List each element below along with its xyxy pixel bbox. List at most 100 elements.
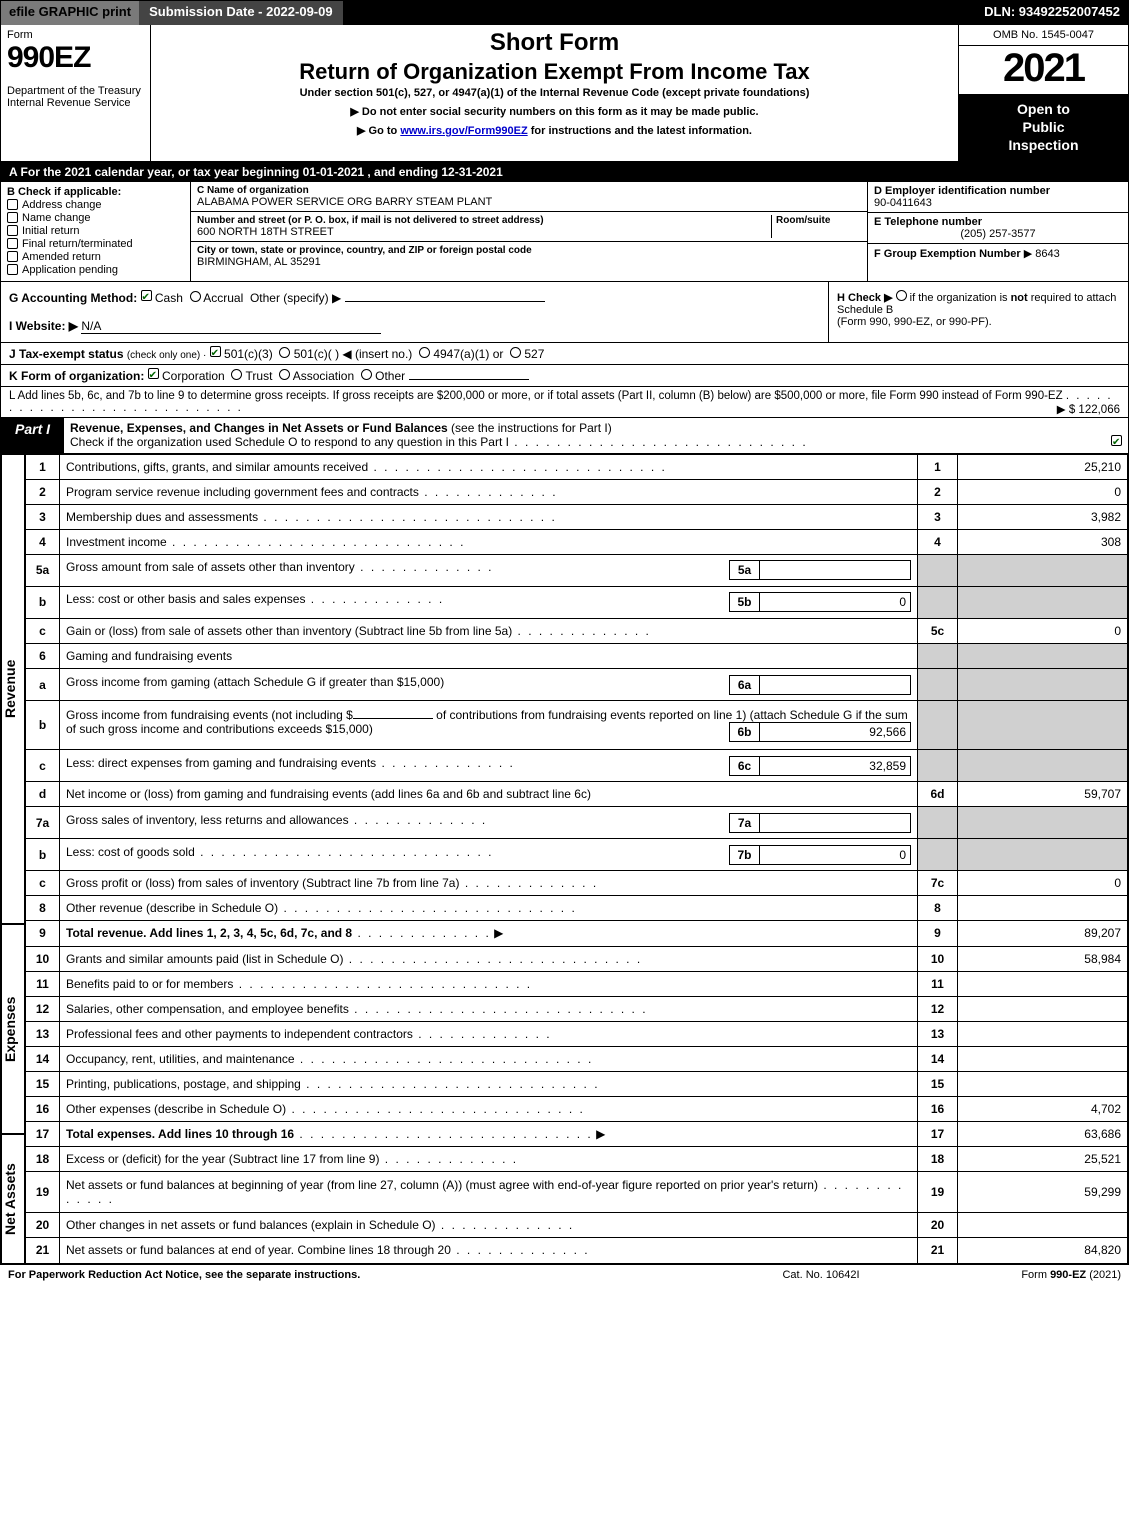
radio-501c[interactable]: [279, 347, 290, 358]
submission-date: Submission Date - 2022-09-09: [139, 1, 343, 25]
table-row: 4Investment income4308: [26, 529, 1128, 554]
amt-17: 63,686: [958, 1121, 1128, 1146]
checkbox-final-return[interactable]: [7, 238, 18, 249]
table-row: 13Professional fees and other payments t…: [26, 1021, 1128, 1046]
table-row: 16Other expenses (describe in Schedule O…: [26, 1096, 1128, 1121]
vlabel-revenue: Revenue: [1, 454, 25, 924]
irs-label: Internal Revenue Service: [7, 97, 144, 109]
amt-9: 89,207: [958, 921, 1128, 946]
part-i-header: Part I Revenue, Expenses, and Changes in…: [1, 418, 1128, 454]
part-i-tab: Part I: [1, 418, 64, 453]
amt-14: [958, 1046, 1128, 1071]
radio-other-org[interactable]: [361, 369, 372, 380]
table-row: dNet income or (loss) from gaming and fu…: [26, 782, 1128, 807]
table-row: 5a Gross amount from sale of assets othe…: [26, 554, 1128, 586]
group-exemption-value: ▶ 8643: [1024, 248, 1060, 260]
amt-19: 59,299: [958, 1171, 1128, 1213]
table-row: 10Grants and similar amounts paid (list …: [26, 946, 1128, 971]
tel-label: E Telephone number: [874, 216, 1122, 228]
table-row: b Less: cost or other basis and sales ex…: [26, 586, 1128, 618]
form-label: Form: [7, 29, 144, 41]
open-inspection: Open to Public Inspection: [959, 94, 1128, 161]
table-row: 14Occupancy, rent, utilities, and mainte…: [26, 1046, 1128, 1071]
amt-16: 4,702: [958, 1096, 1128, 1121]
amt-2: 0: [958, 479, 1128, 504]
part-i-table: 1Contributions, gifts, grants, and simil…: [25, 454, 1128, 1264]
section-def: D Employer identification number 90-0411…: [868, 182, 1128, 281]
page-footer: For Paperwork Reduction Act Notice, see …: [0, 1265, 1129, 1285]
table-row: cGain or (loss) from sale of assets othe…: [26, 618, 1128, 643]
checkbox-501c3[interactable]: [210, 346, 221, 357]
amt-6d: 59,707: [958, 782, 1128, 807]
topbar: efile GRAPHIC print Submission Date - 20…: [1, 1, 1128, 25]
radio-association[interactable]: [279, 369, 290, 380]
radio-trust[interactable]: [231, 369, 242, 380]
amt-15: [958, 1071, 1128, 1096]
vlabel-expenses: Expenses: [1, 924, 25, 1134]
omb-number: OMB No. 1545-0047: [959, 25, 1128, 46]
amt-5c: 0: [958, 618, 1128, 643]
table-row: 3Membership dues and assessments33,982: [26, 504, 1128, 529]
org-name: ALABAMA POWER SERVICE ORG BARRY STEAM PL…: [197, 196, 861, 208]
room-label: Room/suite: [776, 215, 861, 226]
table-row: b Less: cost of goods sold 7b0: [26, 839, 1128, 871]
dln-number: DLN: 93492252007452: [976, 1, 1128, 25]
other-method-input[interactable]: [345, 301, 545, 302]
street-address: 600 NORTH 18TH STREET: [197, 226, 771, 238]
header-left: Form 990EZ Department of the Treasury In…: [1, 25, 151, 161]
checkbox-cash[interactable]: [141, 290, 152, 301]
checkbox-application-pending[interactable]: [7, 264, 18, 275]
tax-year: 2021: [959, 46, 1128, 94]
table-row: 7a Gross sales of inventory, less return…: [26, 807, 1128, 839]
checkbox-corporation[interactable]: [148, 368, 159, 379]
goto-link-line: ▶ Go to www.irs.gov/Form990EZ for instru…: [159, 124, 950, 137]
form-header: Form 990EZ Department of the Treasury In…: [1, 25, 1128, 162]
section-h: H Check ▶ if the organization is not req…: [828, 282, 1128, 342]
website-input[interactable]: N/A: [81, 319, 381, 334]
paperwork-notice: For Paperwork Reduction Act Notice, see …: [8, 1269, 721, 1281]
section-b: B Check if applicable: Address change Na…: [1, 182, 191, 281]
checkbox-address-change[interactable]: [7, 199, 18, 210]
radio-accrual[interactable]: [190, 291, 201, 302]
header-right: OMB No. 1545-0047 2021 Open to Public In…: [958, 25, 1128, 161]
irs-link[interactable]: www.irs.gov/Form990EZ: [400, 125, 527, 137]
amt-1: 25,210: [958, 454, 1128, 479]
table-row: 8Other revenue (describe in Schedule O)8: [26, 896, 1128, 921]
checkbox-schedule-o[interactable]: [1111, 435, 1122, 446]
table-row: 6Gaming and fundraising events: [26, 643, 1128, 668]
part-i-title-wrap: Revenue, Expenses, and Changes in Net As…: [64, 418, 1128, 453]
amt-7c: 0: [958, 871, 1128, 896]
checkbox-amended-return[interactable]: [7, 251, 18, 262]
dept-treasury: Department of the Treasury: [7, 85, 144, 97]
amt-3: 3,982: [958, 504, 1128, 529]
other-org-input[interactable]: [409, 379, 529, 380]
org-name-label: C Name of organization: [197, 185, 861, 196]
checkbox-initial-return[interactable]: [7, 225, 18, 236]
short-form-title: Short Form: [159, 29, 950, 57]
vertical-labels: Revenue Expenses Net Assets: [1, 454, 25, 1264]
section-l-gross-receipts: L Add lines 5b, 6c, and 7b to line 9 to …: [1, 387, 1128, 418]
efile-print-button[interactable]: efile GRAPHIC print: [1, 1, 139, 25]
amt-21: 84,820: [958, 1238, 1128, 1263]
table-row: 18Excess or (deficit) for the year (Subt…: [26, 1146, 1128, 1171]
section-j-tax-exempt: J Tax-exempt status (check only one) · 5…: [1, 343, 1128, 365]
amt-10: 58,984: [958, 946, 1128, 971]
section-i-label: I Website: ▶: [9, 319, 78, 333]
table-row: 21Net assets or fund balances at end of …: [26, 1238, 1128, 1263]
ein-label: D Employer identification number: [874, 185, 1122, 197]
section-k-form-org: K Form of organization: Corporation Trus…: [1, 365, 1128, 387]
radio-527[interactable]: [510, 347, 521, 358]
table-row: 12Salaries, other compensation, and empl…: [26, 996, 1128, 1021]
block-gh: G Accounting Method: Cash Accrual Other …: [1, 282, 1128, 343]
street-label: Number and street (or P. O. box, if mail…: [197, 215, 771, 226]
table-row: 17Total expenses. Add lines 10 through 1…: [26, 1121, 1128, 1146]
radio-schedule-b[interactable]: [896, 290, 907, 301]
amt-18: 25,521: [958, 1146, 1128, 1171]
table-row: 15Printing, publications, postage, and s…: [26, 1071, 1128, 1096]
form-page: efile GRAPHIC print Submission Date - 20…: [0, 0, 1129, 1265]
part-i-body: Revenue Expenses Net Assets 1Contributio…: [1, 454, 1128, 1264]
radio-4947[interactable]: [419, 347, 430, 358]
table-row: 20Other changes in net assets or fund ba…: [26, 1213, 1128, 1238]
table-row: b Gross income from fundraising events (…: [26, 701, 1128, 750]
checkbox-name-change[interactable]: [7, 212, 18, 223]
